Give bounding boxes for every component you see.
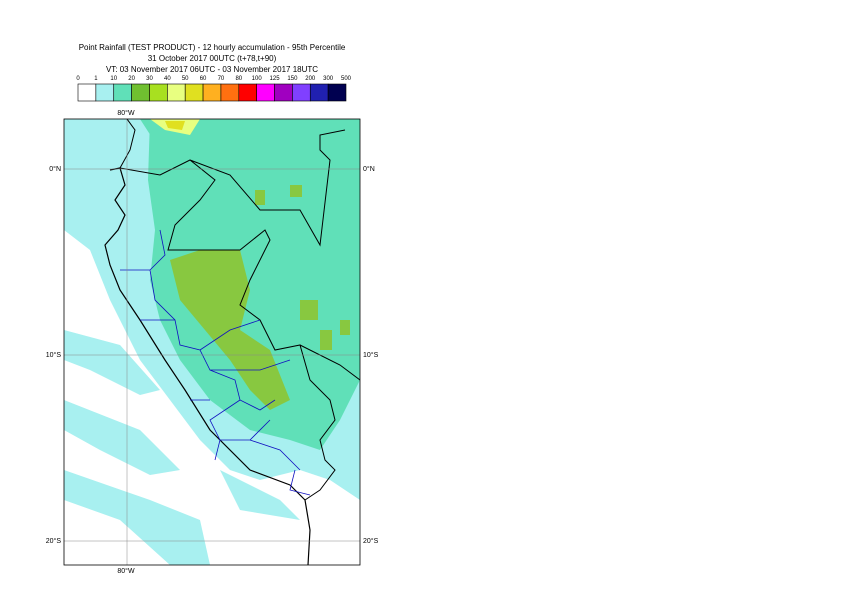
legend-swatch [149,84,167,101]
legend-swatch [114,84,132,101]
legend-tick-label: 60 [200,76,207,82]
legend-swatch [132,84,150,101]
legend-swatch [203,84,221,101]
legend-tick-label: 10 [110,76,117,82]
legend-swatch [275,84,293,101]
run-date: 31 October 2017 00UTC (t+78,t+90) [148,54,277,63]
legend-tick-label: 100 [252,76,263,82]
lat-label: 10°S [46,351,62,359]
legend-swatch [185,84,203,101]
legend-tick-label: 50 [182,76,189,82]
lat-label: 20°S [46,537,62,545]
legend: 0 1 10 20 30 40 50 60 70 80 100 125 150 200 300 500 [76,76,351,101]
legend-tick-label: 150 [287,76,298,82]
lon-label: 80°W [117,567,135,575]
legend-swatch [239,84,257,101]
legend-swatch [96,84,114,101]
legend-swatch [257,84,275,101]
map-figure: Point Rainfall (TEST PRODUCT) - 12 hourl… [0,0,842,596]
legend-tick-label: 70 [218,76,225,82]
lon-label: 80°W [117,109,135,117]
legend-swatch [78,84,96,101]
legend-swatch [328,84,346,101]
legend-tick-label: 500 [341,76,352,82]
legend-tick-label: 20 [128,76,135,82]
page: Point Rainfall (TEST PRODUCT) - 12 hourl… [0,0,842,596]
legend-swatch [292,84,310,101]
rainfall-field [64,119,360,565]
legend-tick-label: 125 [270,76,281,82]
legend-tick-label: 40 [164,76,171,82]
legend-swatch [310,84,328,101]
lat-label: 10°S [363,351,379,359]
legend-tick-label: 30 [146,76,153,82]
legend-swatch [167,84,185,101]
legend-tick-label: 1 [94,76,98,82]
lat-label: 20°S [363,537,379,545]
lat-label: 0°N [363,165,375,173]
legend-swatch [221,84,239,101]
validity: VT: 03 November 2017 06UTC - 03 November… [106,65,318,74]
lat-label: 0°N [49,165,61,173]
legend-tick-label: 300 [323,76,334,82]
title: Point Rainfall (TEST PRODUCT) - 12 hourl… [79,43,346,52]
legend-tick-label: 80 [235,76,242,82]
legend-tick-label: 0 [76,76,80,82]
legend-tick-label: 200 [305,76,316,82]
